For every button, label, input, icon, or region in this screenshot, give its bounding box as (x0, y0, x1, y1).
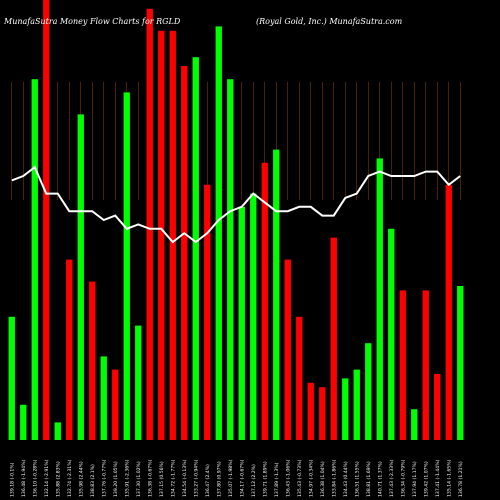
bar (376, 158, 383, 440)
x-tick-label: 136.78 (1.21%) (458, 461, 464, 497)
bar (284, 259, 291, 440)
x-tick-label: 139.42 (1.07%) (423, 461, 429, 497)
bar (227, 79, 234, 440)
x-tick-label: 134.43 (0.44%) (343, 461, 349, 497)
bar (215, 26, 222, 441)
money-flow-line (11, 165, 461, 244)
x-tick-label: 135.14 (-1.65%) (446, 459, 452, 497)
bar (204, 184, 211, 440)
x-tick-label: 140.71 (1.37%) (377, 461, 383, 497)
x-tick-label: 136.38 (-0.67%) (147, 459, 153, 497)
bar (353, 369, 360, 440)
bar (100, 356, 107, 440)
bar (31, 79, 38, 440)
bar (319, 387, 326, 440)
bar (77, 114, 84, 441)
bar (146, 8, 153, 441)
x-tick-label: 135.98 (2.44%) (78, 461, 84, 497)
x-tick-label: 134.97 (-0.34%) (308, 459, 314, 497)
x-tick-label: 134.17 (-0.67%) (239, 459, 245, 497)
x-tick-label: 133.27 (-0.94%) (193, 459, 199, 497)
bar (261, 162, 268, 441)
x-tick-label: 136.48 (-1.94%) (21, 459, 27, 497)
x-tick-label: 137.80 (0.97%) (216, 461, 222, 497)
x-tick-label: 133.84 (-1.86%) (331, 459, 337, 497)
x-tick-label: 137.94 (1.17%) (412, 461, 418, 497)
bar-series (8, 0, 464, 441)
x-tick-label: 135.91 (-2.36%) (124, 459, 130, 497)
x-tick-label: 136.47 (2.4%) (205, 464, 211, 497)
bar (411, 409, 418, 440)
x-tick-label: 139.20 (1.05%) (113, 461, 119, 497)
bar (169, 30, 176, 441)
x-tick-label: 136.43 (-1.06%) (285, 459, 291, 497)
bar (135, 325, 142, 440)
bar (192, 57, 199, 440)
bar (181, 66, 188, 440)
bar (20, 404, 27, 440)
bar (238, 206, 245, 440)
x-tick-label: 137.76 (-0.77%) (101, 459, 107, 497)
x-tick-label: 137.41 (-1.44%) (435, 459, 441, 497)
bar (399, 290, 406, 440)
bar (422, 290, 429, 440)
x-tick-label: 138.81 (1.69%) (366, 461, 372, 497)
chart-subtitle: (Royal Gold, Inc.) MunafaSutra.com (256, 17, 403, 26)
bar (89, 281, 96, 440)
bar (8, 316, 15, 440)
bar (330, 237, 337, 440)
x-tick-label: 137.89 (-1.3%) (274, 462, 280, 497)
x-tick-label: 132.14 (-2.91%) (44, 459, 50, 497)
x-tick-label: 137.15 (0.56%) (159, 461, 165, 497)
bar (296, 316, 303, 440)
x-tick-label: 134.54 (-0.13%) (182, 459, 188, 497)
bar (434, 374, 441, 440)
bar (112, 369, 119, 440)
line-series (11, 165, 461, 244)
bar (250, 193, 257, 440)
bar (158, 30, 165, 441)
x-tick-label: 135.07 (-1.98%) (228, 459, 234, 497)
bar (445, 184, 452, 440)
bar (54, 422, 61, 440)
x-tick-label: 139.71 (1.89%) (262, 461, 268, 497)
x-tick-label: 137.12 (2.2%) (251, 464, 257, 497)
bar (43, 0, 50, 440)
x-tick-label: 138.83 (2.1%) (90, 464, 96, 497)
bar (273, 149, 280, 440)
x-tick-label: 134.72 (-1.77%) (170, 459, 176, 497)
x-tick-label: 135.88 (2.83%) (55, 461, 61, 497)
x-tick-label: 137.30 (1.02%) (136, 461, 142, 497)
x-tick-label: 136.51 (1.55%) (354, 461, 360, 497)
x-tick-label: 139.18 (-0.1%) (9, 462, 15, 497)
x-tick-label: 136.10 (-0.28%) (32, 459, 38, 497)
x-tick-label: 132.74 (-2.31%) (67, 459, 73, 497)
bar (123, 92, 130, 441)
x-tick-label: 136.34 (-0.79%) (400, 459, 406, 497)
bar (307, 382, 314, 440)
bar (388, 228, 395, 440)
bar (342, 378, 349, 440)
x-tick-label: 135.43 (-0.73%) (297, 459, 303, 497)
bar (457, 286, 464, 440)
bar (365, 343, 372, 440)
x-tick-labels: 139.18 (-0.1%) 136.48 (-1.94%) 136.10 (-0.… (9, 459, 464, 497)
x-tick-label: 137.43 (-2.33%) (389, 459, 395, 497)
chart-title: MunafaSutra Money Flow Charts for RGLD (3, 17, 181, 26)
bar (66, 259, 73, 440)
x-tick-label: 136.38 (1.04%) (320, 461, 326, 497)
